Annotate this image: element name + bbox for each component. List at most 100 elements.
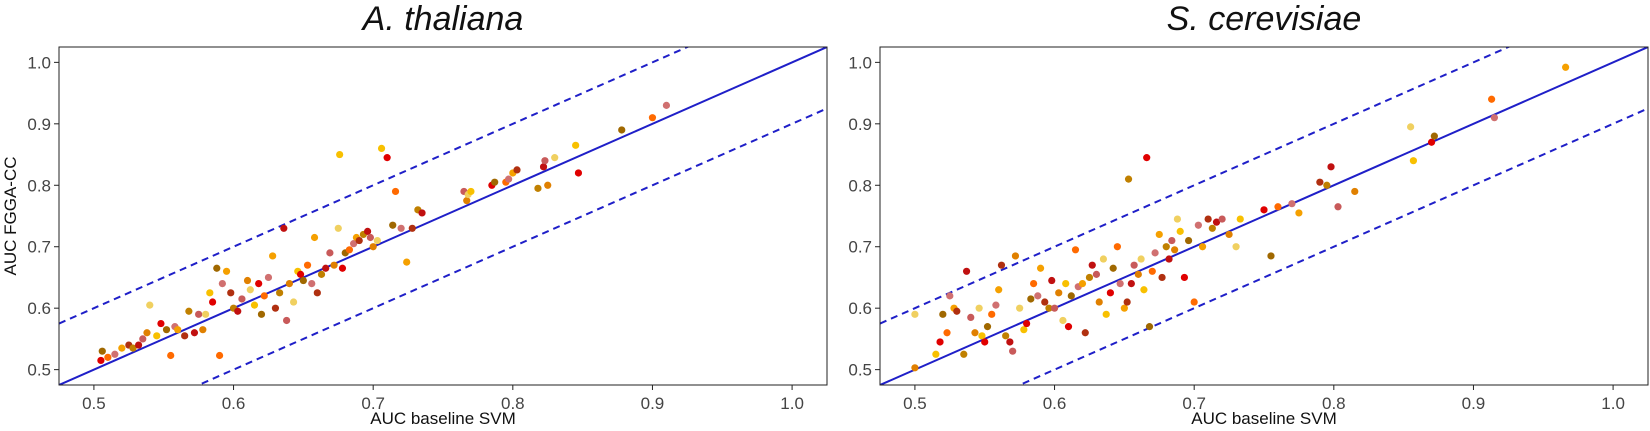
data-point: [932, 350, 940, 358]
data-point: [338, 264, 347, 272]
data-point: [1198, 243, 1207, 251]
dashed-reference-line: [196, 107, 827, 385]
data-point: [157, 319, 165, 328]
data-point: [491, 178, 499, 186]
reference-lines: [59, 47, 827, 385]
data-point: [369, 243, 377, 251]
x-axis-label: AUC baseline SVM: [370, 409, 516, 428]
y-tick-label: 0.6: [27, 299, 51, 318]
data-point: [648, 114, 657, 122]
data-point: [1099, 255, 1108, 263]
data-point: [269, 252, 277, 260]
data-point: [1034, 292, 1042, 300]
data-point: [350, 240, 358, 248]
data-point: [463, 197, 471, 205]
x-tick-label: 0.7: [1182, 394, 1206, 413]
y-tick-label: 0.9: [27, 115, 51, 134]
data-point: [1351, 187, 1359, 196]
data-point: [303, 261, 312, 269]
x-tick-label: 0.5: [903, 394, 927, 413]
data-point: [1145, 323, 1154, 331]
data-point: [971, 329, 979, 337]
data-point: [1016, 304, 1024, 312]
chart-title: A. thaliana: [361, 0, 524, 38]
data-point: [1127, 280, 1135, 288]
data-point: [181, 332, 189, 340]
dashed-reference-line: [880, 47, 1511, 325]
data-point: [1218, 215, 1226, 223]
data-point: [1059, 316, 1067, 325]
data-point: [296, 270, 305, 278]
data-point: [1288, 200, 1296, 208]
data-point: [330, 261, 338, 269]
data-point: [104, 353, 112, 361]
data-point: [310, 233, 319, 242]
data-point: [911, 364, 919, 372]
data-point: [541, 157, 549, 165]
data-point: [978, 332, 986, 340]
data-point: [264, 273, 273, 282]
data-point: [391, 187, 400, 196]
data-points: [911, 63, 1570, 372]
data-point: [992, 301, 1000, 309]
data-point: [146, 301, 154, 309]
y-tick-label: 0.5: [848, 361, 872, 380]
y-axis-label: AUC FGGA-CC: [1, 157, 20, 276]
data-point: [1048, 276, 1056, 285]
data-point: [276, 289, 284, 297]
data-point: [1092, 270, 1101, 278]
data-point: [1071, 246, 1080, 254]
data-point: [1162, 243, 1170, 251]
data-point: [1204, 215, 1212, 223]
data-point: [1562, 63, 1570, 71]
data-point: [326, 249, 334, 257]
data-point: [939, 310, 947, 318]
y-tick-label: 0.9: [848, 115, 872, 134]
data-point: [988, 310, 996, 318]
data-point: [1050, 304, 1059, 312]
y-tick-label: 1.0: [27, 53, 51, 72]
data-point: [1109, 264, 1117, 272]
data-point: [983, 323, 992, 331]
data-point: [1130, 261, 1138, 269]
data-point: [1407, 123, 1415, 131]
data-point: [1102, 310, 1110, 318]
data-points: [97, 101, 671, 365]
data-point: [1011, 252, 1020, 260]
data-point: [317, 270, 326, 278]
data-point: [118, 344, 126, 352]
data-point: [162, 326, 171, 334]
data-point: [1232, 243, 1240, 251]
data-point: [505, 175, 513, 183]
data-point: [280, 224, 288, 232]
data-point: [299, 276, 307, 285]
data-point: [1124, 175, 1133, 183]
data-point: [981, 338, 989, 346]
data-point: [1208, 224, 1216, 232]
data-point: [1190, 298, 1198, 306]
data-point: [995, 286, 1003, 294]
data-point: [408, 224, 416, 232]
data-point: [383, 154, 391, 162]
data-point: [1002, 332, 1010, 340]
data-point: [662, 101, 671, 109]
reference-lines: [880, 47, 1648, 385]
data-point: [363, 227, 372, 235]
data-point: [544, 181, 552, 189]
data-point: [1137, 255, 1145, 263]
data-point: [1023, 319, 1031, 328]
data-point: [513, 166, 521, 174]
data-point: [1260, 206, 1268, 214]
data-point: [167, 351, 175, 360]
data-point: [134, 341, 143, 349]
data-point: [222, 267, 231, 275]
data-point: [111, 350, 119, 358]
x-tick-label: 1.0: [780, 394, 804, 413]
data-point: [313, 289, 321, 297]
data-point: [1430, 132, 1438, 140]
x-tick-label: 0.6: [1043, 394, 1067, 413]
dashed-reference-line: [1017, 107, 1648, 385]
scatter-panel-2: S. cerevisiae 0.5 0.6 0.7 0.8 0.9 1.0 0.5 0.6 0.7…: [848, 0, 1649, 428]
y-tick-label: 0.7: [27, 238, 51, 257]
data-point: [1113, 243, 1121, 251]
